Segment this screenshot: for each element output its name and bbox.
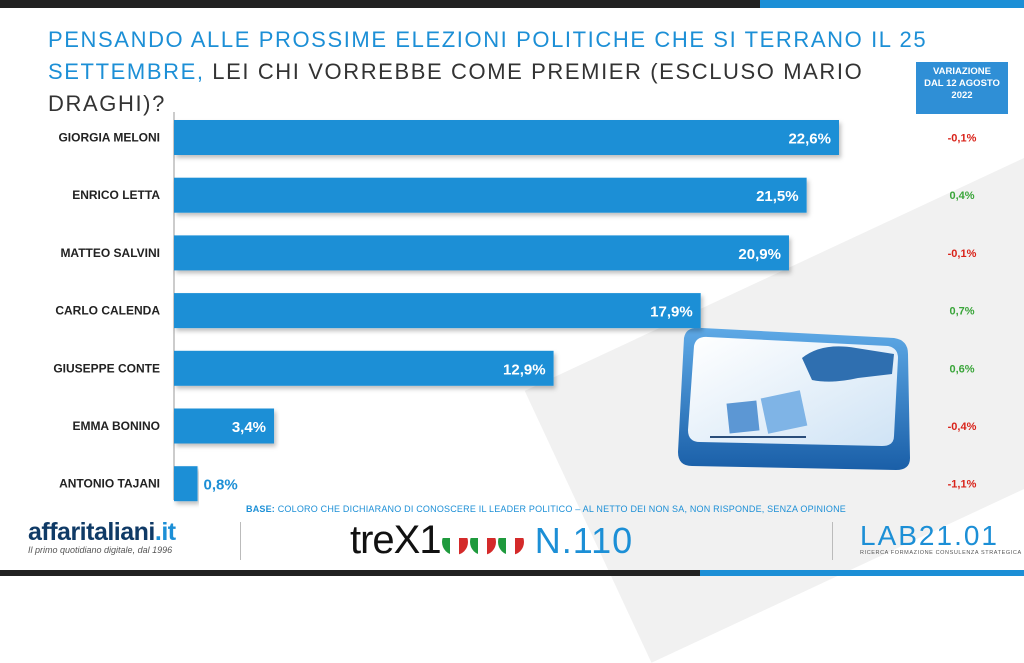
category-label: ENRICO LETTA: [72, 188, 160, 202]
data-label: 22,6%: [788, 131, 831, 148]
logo3-tagline: RICERCA FORMAZIONE CONSULENZA STRATEGICA: [860, 550, 1022, 556]
logo2-number: N.110: [534, 520, 634, 561]
bar: [174, 466, 198, 502]
variation-value: -0,1%: [948, 248, 977, 260]
bar-chart: GIORGIA MELONI 22,6% -0,1% ENRICO LETTA 21,5…: [53, 112, 977, 502]
data-label: 20,9%: [738, 246, 781, 263]
category-label: GIUSEPPE CONTE: [53, 361, 160, 375]
ballot-box-illustration: [678, 327, 910, 470]
variation-value: 0,4%: [949, 190, 974, 202]
bar: [174, 350, 554, 386]
category-label: MATTEO SALVINI: [60, 246, 160, 260]
variation-value: -0,1%: [948, 133, 977, 145]
variation-header-line2: DAL 12 AGOSTO: [924, 78, 1000, 89]
page-title: Pensando alle prossime elezioni politich…: [48, 24, 978, 120]
title-part-1: Pensando alle prossime elezioni politich…: [48, 27, 928, 84]
variation-header-line3: 2022: [951, 90, 973, 101]
variation-value: -0,4%: [948, 421, 977, 433]
data-label: 17,9%: [650, 304, 693, 321]
data-label: 3,4%: [232, 419, 266, 436]
bottom-bar: [0, 570, 1024, 576]
category-label: EMMA BONINO: [72, 419, 160, 433]
logo1-main: affaritaliani: [28, 518, 155, 546]
base-note: BASE: COLORO CHE DICHIARANO DI CONOSCERE…: [246, 504, 846, 514]
category-label: CARLO CALENDA: [55, 304, 160, 318]
bar: [174, 120, 839, 155]
category-label: ANTONIO TAJANI: [59, 477, 160, 491]
bar: [174, 293, 701, 329]
affaritaliani-logo: affaritaliani.it Il primo quotidiano dig…: [28, 518, 176, 555]
title-part-2: lei chi vorrebbe come premier (escluso M…: [48, 59, 864, 116]
footer-separator: [832, 522, 833, 560]
logo2-word: treX1: [350, 518, 442, 562]
top-bar: [0, 0, 1024, 8]
bar: [174, 177, 807, 213]
bar: [174, 235, 789, 271]
logo3-name: LAB21.01: [860, 520, 999, 551]
data-label: 0,8%: [204, 477, 238, 494]
variation-value: 0,6%: [949, 363, 974, 375]
trex1000-logo: treX1 N.110: [350, 518, 633, 563]
base-note-text: COLORO CHE DICHIARANO DI CONOSCERE IL LE…: [275, 504, 846, 514]
italy-flag-icon: [497, 529, 524, 556]
base-note-label: BASE:: [246, 504, 276, 514]
variation-value: -1,1%: [948, 479, 977, 491]
logo1-tagline: Il primo quotidiano digitale, dal 1996: [28, 545, 173, 555]
variation-header: VARIAZIONE DAL 12 AGOSTO 2022: [916, 62, 1008, 114]
italy-flag-icon: [469, 529, 496, 556]
data-label: 21,5%: [756, 188, 799, 205]
category-label: GIORGIA MELONI: [58, 131, 160, 145]
variation-header-line1: VARIAZIONE: [933, 66, 991, 77]
variation-value: 0,7%: [949, 306, 974, 318]
lab2101-logo: LAB21.01 RICERCA FORMAZIONE CONSULENZA S…: [860, 520, 1022, 556]
logo1-dot: .it: [154, 518, 176, 546]
bar: [174, 408, 275, 444]
footer-separator: [240, 522, 241, 560]
italy-flag-icon: [441, 529, 468, 556]
data-label: 12,9%: [503, 361, 546, 378]
